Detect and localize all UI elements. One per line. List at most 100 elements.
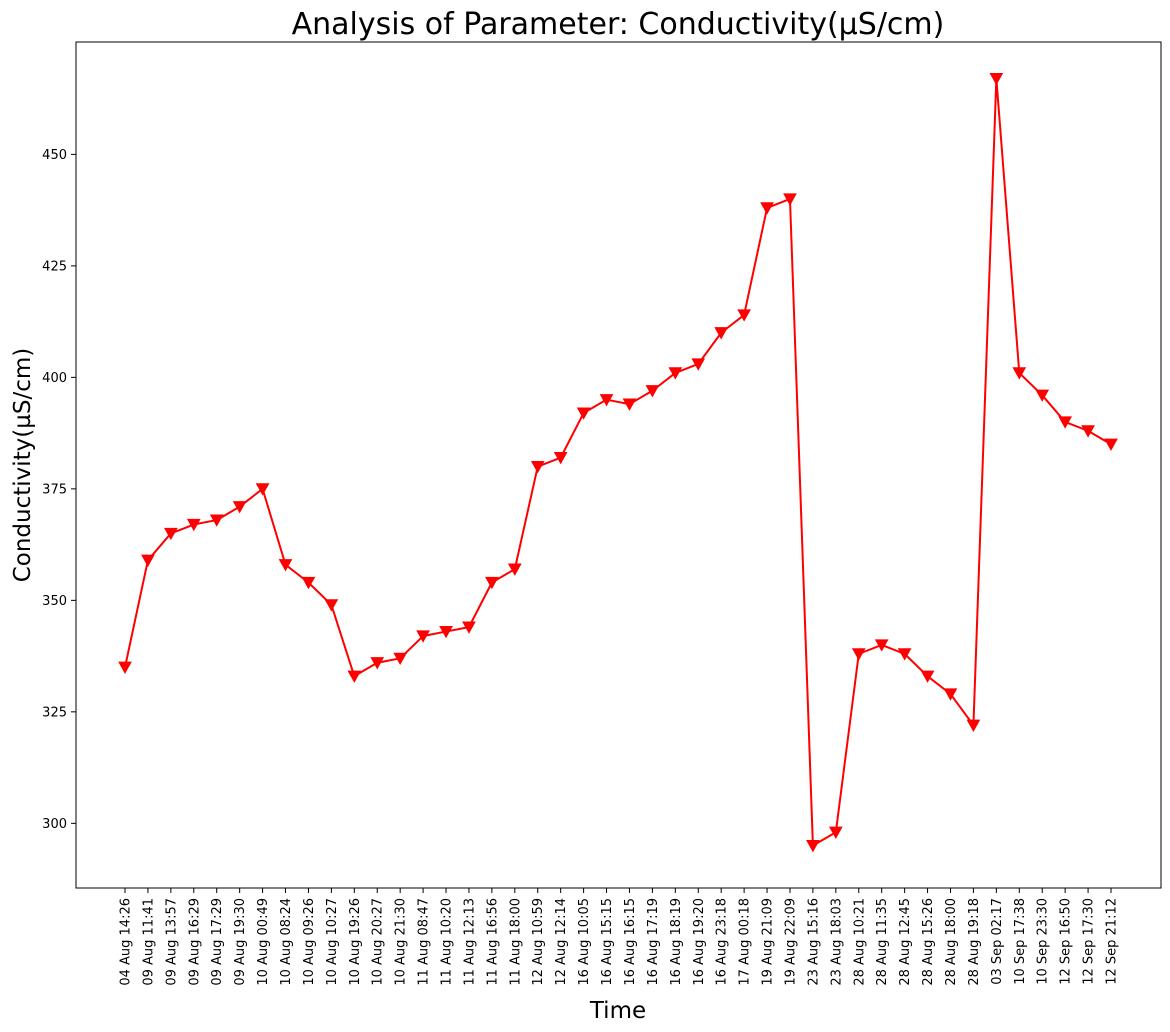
data-point-marker: [943, 688, 958, 701]
data-point-marker: [576, 407, 591, 420]
x-tick-label: 10 Aug 10:27: [325, 898, 340, 986]
data-point-marker: [485, 576, 499, 590]
data-point-marker: [462, 621, 476, 634]
x-tick-label: 10 Aug 19:26: [348, 898, 363, 986]
x-tick-label: 10 Aug 21:30: [394, 898, 409, 986]
data-point-marker: [989, 72, 1004, 86]
y-tick-label: 375: [42, 482, 67, 497]
x-tick-label: 28 Aug 10:21: [852, 898, 867, 986]
data-point-marker: [714, 327, 729, 340]
data-point-marker: [209, 514, 224, 527]
x-tick-label: 10 Aug 08:24: [279, 898, 294, 986]
x-tick-label: 09 Aug 13:57: [164, 898, 179, 986]
x-tick-label: 28 Aug 11:35: [875, 898, 890, 986]
x-tick-label: 28 Aug 18:00: [944, 898, 959, 986]
data-point-marker: [966, 719, 981, 732]
data-point-marker: [668, 367, 683, 380]
data-point-marker: [851, 648, 866, 661]
x-tick-label: 12 Aug 12:14: [554, 898, 569, 986]
data-point-marker: [553, 452, 568, 465]
data-point-marker: [347, 670, 362, 683]
plot-frame: [75, 41, 1162, 889]
data-point-marker: [1081, 425, 1095, 438]
data-point-marker: [897, 648, 912, 661]
x-tick-label: 16 Aug 23:18: [715, 898, 730, 986]
x-tick-label: 23 Aug 18:03: [829, 898, 844, 986]
x-axis-ticks: 04 Aug 14:26 09 Aug 11:41 09 Aug 13:57 09 A…: [119, 888, 1120, 986]
data-point-marker: [530, 460, 545, 474]
x-tick-label: 10 Sep 23:30: [1036, 898, 1051, 985]
x-tick-label: 16 Aug 16:15: [623, 898, 638, 986]
y-tick-label: 425: [42, 259, 67, 274]
data-point-marker: [301, 576, 316, 590]
data-point-marker: [760, 202, 774, 215]
data-point-marker: [1058, 416, 1072, 429]
y-tick-label: 350: [42, 594, 67, 609]
x-tick-label: 10 Sep 17:38: [1013, 898, 1028, 985]
data-point-marker: [416, 630, 430, 643]
y-tick-label: 325: [42, 705, 67, 720]
x-tick-label: 23 Aug 15:16: [806, 898, 821, 986]
data-point-marker: [232, 501, 247, 514]
data-point-marker: [118, 661, 132, 674]
data-point-marker: [278, 559, 293, 572]
x-tick-label: 19 Aug 21:09: [761, 898, 776, 986]
x-tick-label: 09 Aug 17:29: [210, 898, 225, 986]
x-tick-label: 10 Aug 00:49: [256, 898, 271, 986]
y-tick-label: 450: [42, 148, 67, 163]
y-tick-label: 300: [42, 817, 67, 832]
x-tick-label: 03 Sep 02:17: [990, 898, 1005, 985]
series-conductivity: [118, 72, 1118, 853]
x-tick-label: 12 Sep 21:12: [1105, 898, 1120, 985]
y-tick-label: 400: [42, 371, 67, 386]
data-point-marker: [691, 358, 706, 371]
data-point-marker: [783, 193, 797, 206]
data-point-marker: [370, 657, 385, 670]
x-tick-label: 09 Aug 11:41: [141, 898, 156, 986]
x-tick-label: 16 Aug 17:19: [646, 898, 661, 986]
data-point-marker: [645, 385, 660, 398]
data-point-marker: [141, 554, 155, 567]
data-point-marker: [507, 563, 522, 576]
data-point-marker: [1035, 389, 1050, 402]
x-tick-label: 12 Aug 10:59: [531, 898, 546, 986]
series-line: [124, 77, 1112, 847]
x-tick-label: 16 Aug 15:15: [600, 898, 615, 986]
x-tick-label: 28 Aug 15:26: [921, 898, 936, 986]
x-tick-label: 16 Aug 19:20: [692, 898, 707, 986]
data-point-marker: [324, 599, 339, 612]
x-tick-label: 10 Aug 20:27: [371, 898, 386, 986]
data-point-marker: [874, 639, 889, 652]
x-tick-label: 09 Aug 19:30: [233, 898, 248, 986]
data-point-marker: [599, 394, 614, 407]
data-point-marker: [255, 483, 270, 496]
x-tick-label: 11 Aug 12:13: [462, 898, 477, 986]
data-point-marker: [1104, 438, 1118, 451]
x-axis-label: Time: [589, 998, 646, 1024]
x-tick-label: 12 Sep 16:50: [1059, 898, 1074, 985]
y-axis-label: Conductivity(µS/cm): [10, 348, 36, 583]
data-point-marker: [164, 527, 178, 541]
x-tick-label: 28 Aug 19:18: [967, 898, 982, 986]
y-axis-ticks: 300 325 350 375 400 425 450: [42, 148, 76, 832]
data-point-marker: [737, 309, 751, 322]
data-point-marker: [1012, 367, 1027, 380]
data-point-marker: [393, 652, 408, 666]
data-point-marker: [186, 518, 201, 532]
x-tick-label: 10 Aug 09:26: [302, 898, 317, 986]
x-tick-label: 12 Sep 17:30: [1082, 898, 1097, 985]
data-point-marker: [622, 398, 637, 411]
data-point-marker: [920, 670, 935, 683]
x-tick-label: 11 Aug 16:56: [485, 898, 500, 986]
x-tick-label: 19 Aug 22:09: [783, 898, 798, 986]
x-tick-label: 11 Aug 08:47: [417, 898, 432, 986]
x-tick-label: 11 Aug 18:00: [508, 898, 523, 986]
x-tick-label: 28 Aug 12:45: [898, 898, 913, 986]
x-tick-label: 16 Aug 10:05: [577, 898, 592, 986]
data-point-marker: [828, 826, 843, 839]
x-tick-label: 04 Aug 14:26: [119, 898, 134, 986]
x-tick-label: 16 Aug 18:19: [669, 898, 684, 986]
x-tick-label: 17 Aug 00:18: [738, 898, 753, 986]
chart-title: Analysis of Parameter: Conductivity(µS/c…: [292, 7, 945, 42]
